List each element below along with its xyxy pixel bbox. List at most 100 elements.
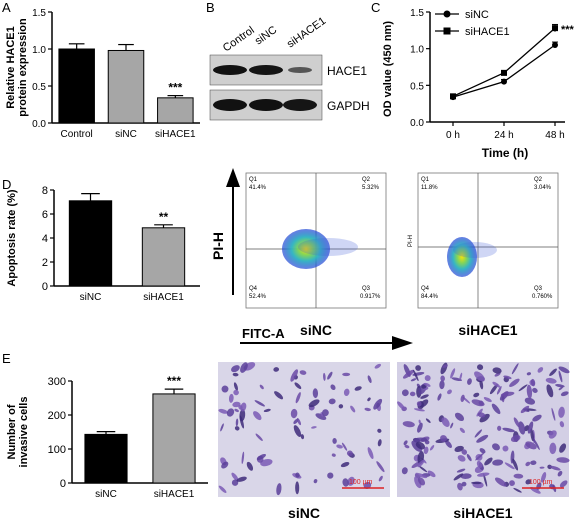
x-tick-label: Control [61,129,93,140]
flow2-q1-value: 11.8% [421,185,438,191]
y-tick-label: 4 [42,233,48,245]
cell-shape [315,413,327,421]
flow2-q3-value: 0.760% [532,294,553,300]
cell-shape [509,480,515,486]
cell-shape [296,417,302,426]
cell-shape [274,391,284,400]
cell-shape [403,440,408,446]
cell-shape [234,426,240,431]
y-tick-label: 1.0 [32,45,46,56]
cell-shape [459,372,463,381]
cell-shape [295,472,300,478]
chart-c: 0.0 0.5 1.0 1.5 0 h 24 h 48 h Time (h) OD value … [382,8,575,160]
cell-shape [439,380,445,390]
cell-shape [476,434,489,443]
cell-shape [557,470,563,477]
cell-shape [294,382,302,390]
cell-shape [510,434,521,442]
cell-shape [218,485,227,493]
flow1-q3-value: 0.917% [360,294,381,300]
cell-shape [492,367,502,374]
bar [84,433,128,484]
data-point [501,78,507,85]
legend-label: siHACE1 [465,26,510,38]
cell-shape [467,378,472,385]
cell-shape [548,430,557,439]
cell-shape [231,472,239,481]
cell-shape [340,462,350,468]
panel-label-e: E [2,351,11,366]
scale-bar-label-1: 100 µm [349,479,373,486]
significance-label: *** [168,81,182,95]
cell-shape [525,441,537,450]
cell-shape [447,389,452,395]
cell-shape [346,450,353,457]
cell-shape [413,369,419,382]
cell-shape [423,382,431,387]
cell-shape [338,404,344,409]
flow-x-axis-label: FITC-A [242,326,285,341]
flow2-q1: Q1 [421,177,430,183]
y-tick-label: 0 [60,478,66,490]
cell-shape [295,392,301,404]
x-tick-label: 24 h [494,130,513,141]
cell-shape [509,378,520,387]
cell-shape [502,445,509,452]
chart-a: 0.0 0.5 1.0 1.5 Control siNC siHACE1 *** Relativ… [5,8,200,140]
cell-shape [526,372,532,376]
y-axis-label: Relative HACE1protein expression [5,18,29,117]
cell-shape [478,400,484,406]
cell-shape [556,457,570,463]
cell-shape [539,466,545,469]
x-tick-label: 0 h [446,130,460,141]
cell-shape [256,453,267,461]
significance-label: ** [159,210,169,224]
cell-shape [240,402,247,412]
cell-shape [220,423,224,432]
cell-shape [343,388,350,397]
cell-shape [559,480,568,488]
cell-shape [331,453,336,457]
cell-shape [479,413,490,423]
cell-shape [263,408,271,413]
cell-shape [323,372,326,381]
cell-shape [332,437,337,444]
cell-shape [417,459,425,468]
cell-shape [530,460,537,465]
significance-label: *** [167,374,181,388]
cell-shape [477,412,486,418]
flow2-q4-value: 84.4% [421,294,439,300]
cell-shape [234,408,239,413]
cell-shape [549,465,561,471]
cell-shape [336,444,343,449]
lane-label-sihace1: siHACE1 [285,15,328,50]
western-blot: Control siNC siHACE1 HACE1 GAPDH [200,0,375,130]
cell-shape [471,481,482,485]
cell-shape [459,427,465,434]
legend-label: siNC [465,9,489,21]
cell-shape [532,414,542,422]
cell-shape [559,443,567,453]
cell-shape [453,473,464,481]
cell-shape [457,455,466,462]
panel-label-c: C [371,0,381,15]
cell-shape [558,366,570,374]
flow1-q3: Q3 [362,286,371,292]
cell-shape [373,398,383,410]
cell-shape [460,473,472,479]
flow1-caption: siNC [300,322,332,338]
panel-label-b: B [206,0,215,15]
cell-shape [504,462,515,470]
legend-marker [443,10,451,18]
flow-plot-sinc: Q1 41.4% Q2 5.32% Q4 52.4% Q3 0.917% siN… [245,172,387,338]
cell-shape [513,487,522,493]
micrograph-caption-sihace1: siHACE1 [453,505,512,521]
cell-shape [413,408,425,412]
cell-shape [560,391,569,397]
cell-shape [546,384,554,398]
cell-shape [290,369,299,382]
invasion-micrographs: 100 µm 100 µm siNC siHACE1 [212,360,579,523]
cell-shape [500,391,515,397]
cell-shape [502,427,515,433]
band-label-hace1: HACE1 [327,64,367,78]
